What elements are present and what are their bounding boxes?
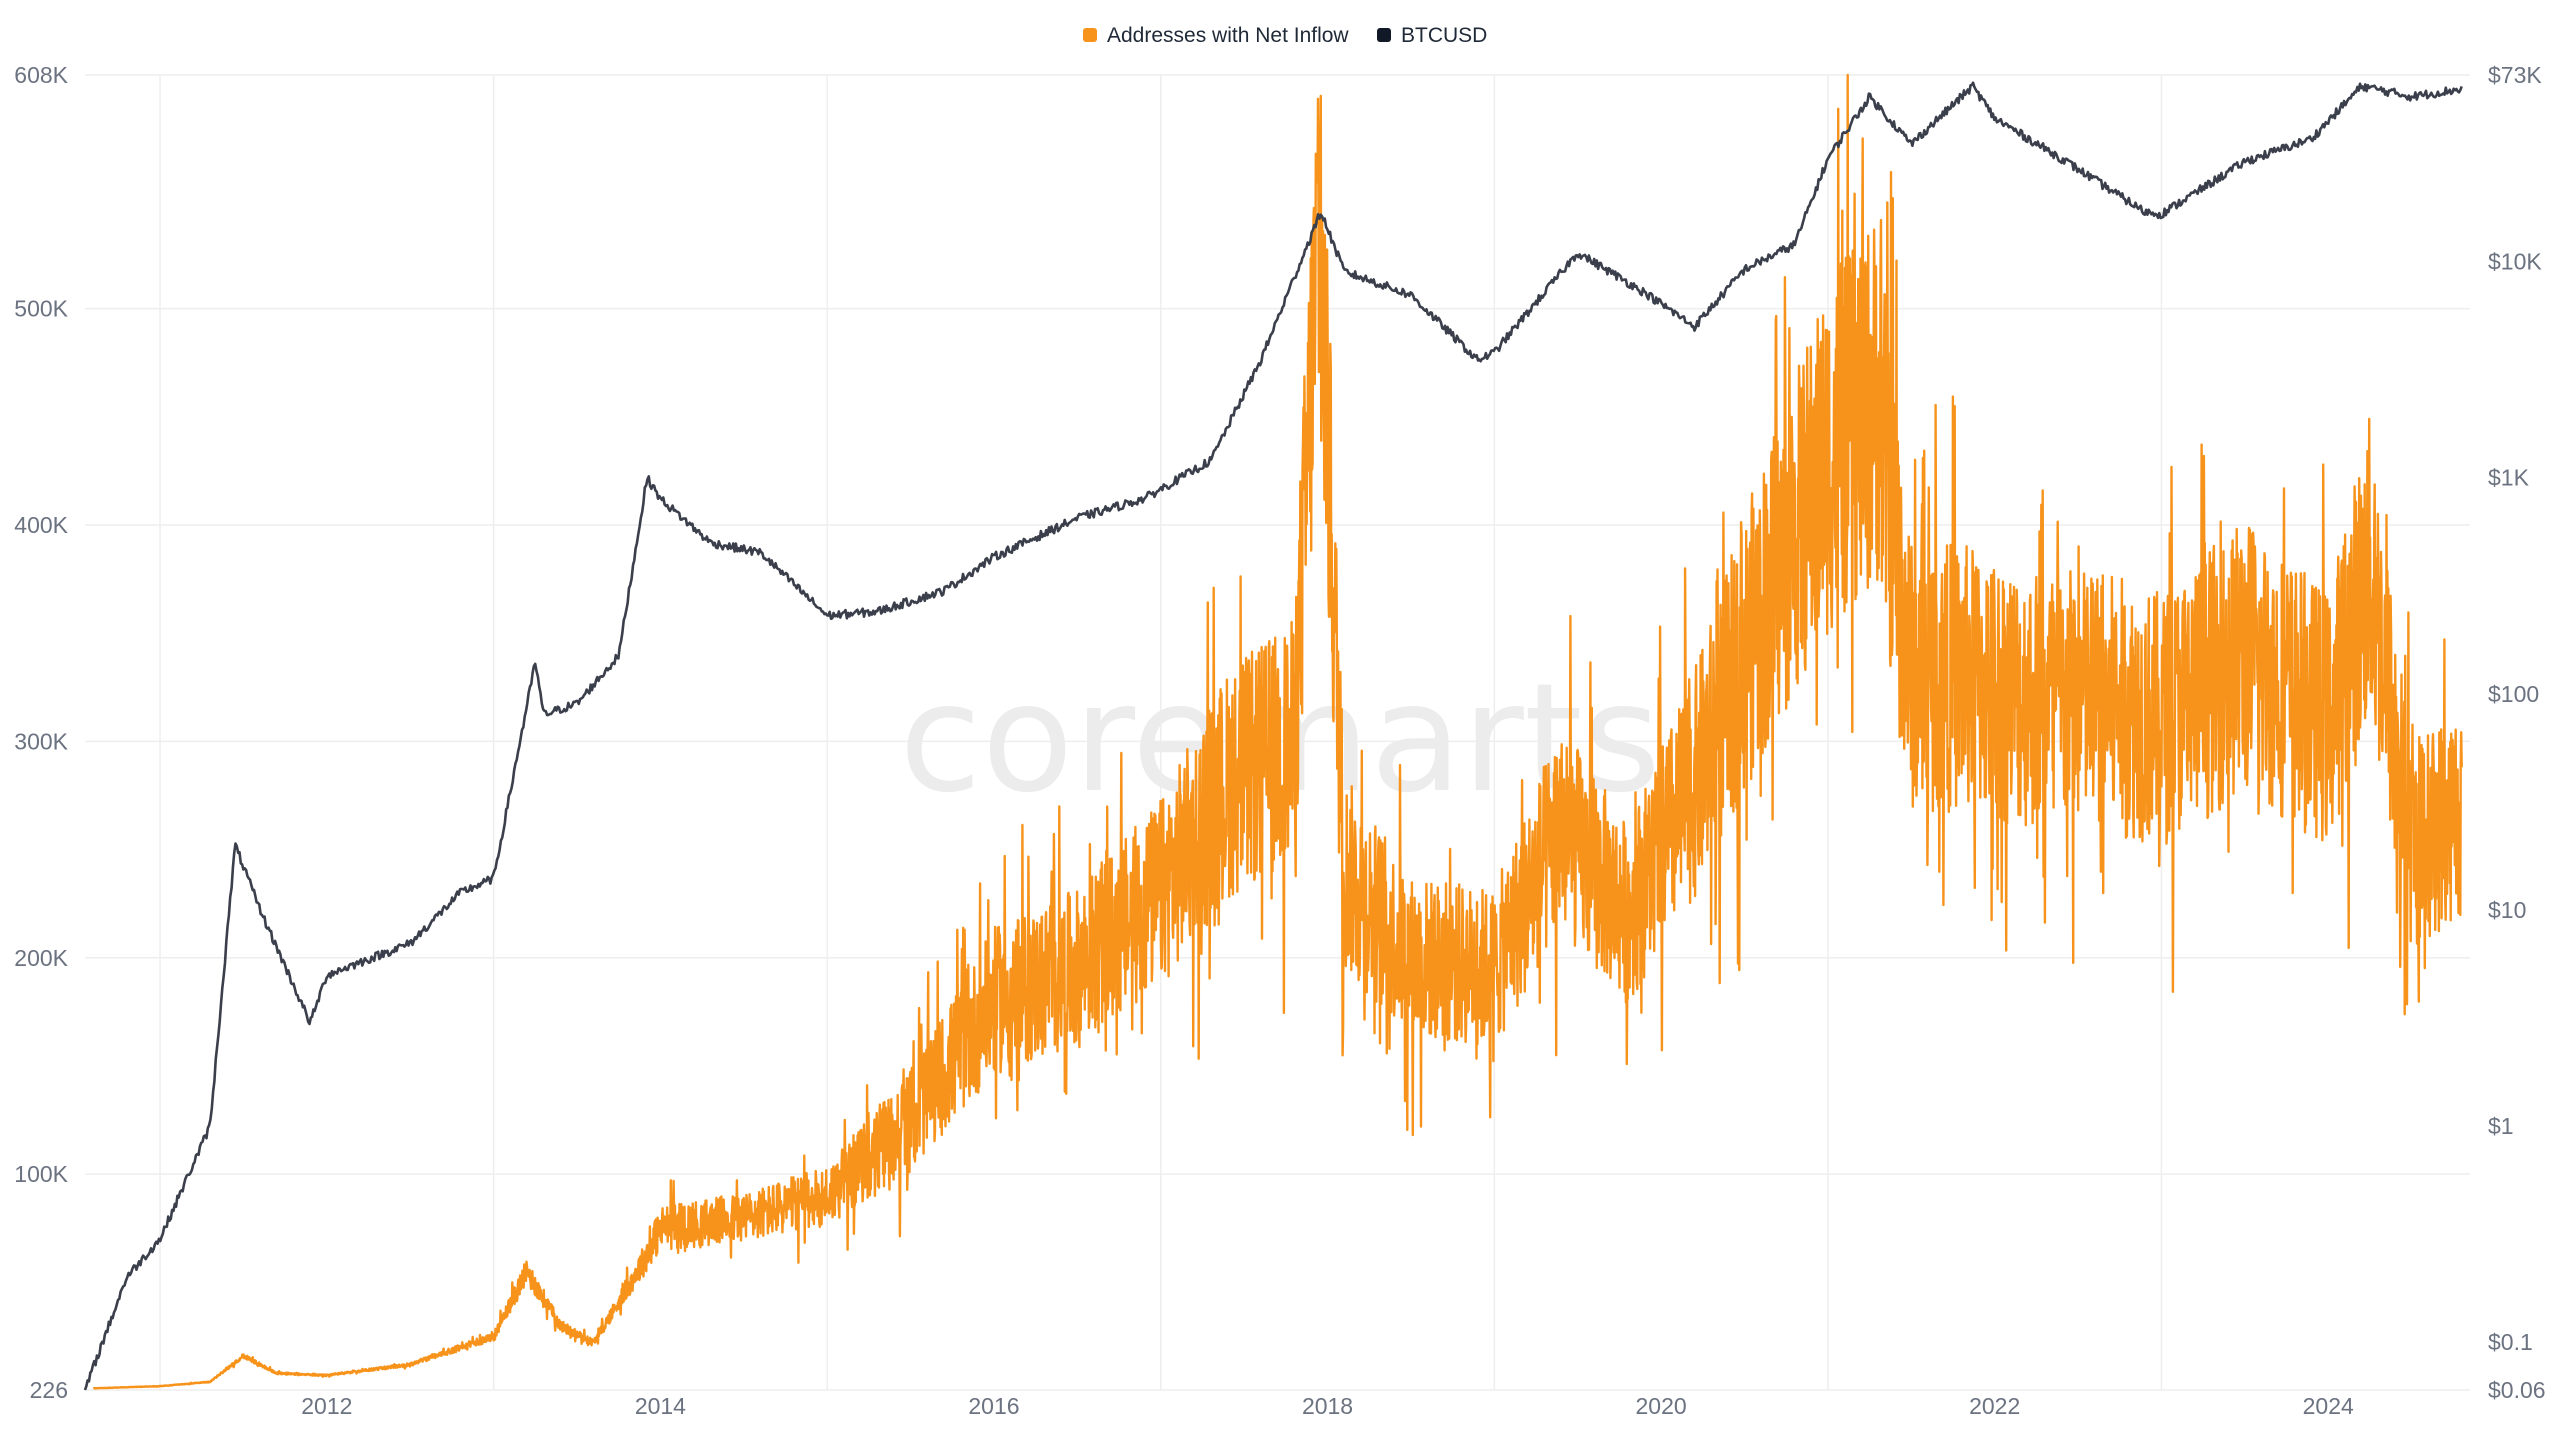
y-right-tick-label: $10 [2488,897,2526,923]
series-btcusd-line [83,81,2463,1391]
y-left-tick-label: 300K [14,728,68,754]
y-right-tick-label: $1 [2488,1113,2514,1139]
y-right-tick-label: $100 [2488,681,2539,707]
y-right-tick-label: $0.06 [2488,1377,2546,1403]
y-left-tick-label: 500K [14,296,68,322]
legend-swatch[interactable] [1083,28,1097,42]
axis-ticks: 226 100K 200K 300K 400K 500K 608K $0.06 $0.1 $1 $1… [14,62,2545,1419]
y-right-tick-label: $0.1 [2488,1329,2533,1355]
x-tick-label: 2018 [1302,1393,1353,1419]
y-left-tick-label: 608K [14,62,68,88]
y-right-tick-label: $73K [2488,62,2542,88]
legend: Addresses with Net Inflow BTCUSD [1083,24,1487,47]
y-right-tick-label: $10K [2488,249,2542,275]
legend-label[interactable]: BTCUSD [1401,24,1487,47]
series-layer [83,73,2463,1391]
x-tick-label: 2012 [301,1393,352,1419]
legend-label[interactable]: Addresses with Net Inflow [1107,24,1349,47]
x-tick-label: 2014 [635,1393,686,1419]
y-right-tick-label: $1K [2488,465,2530,491]
x-tick-label: 2024 [2303,1393,2354,1419]
series-inflow-line [92,73,2463,1390]
x-tick-label: 2020 [1636,1393,1687,1419]
y-left-tick-label: 400K [14,512,68,538]
x-tick-label: 2016 [968,1393,1019,1419]
y-left-tick-label: 200K [14,945,68,971]
y-left-tick-label: 226 [30,1377,68,1403]
y-left-tick-label: 100K [14,1161,68,1187]
x-tick-label: 2022 [1969,1393,2020,1419]
legend-swatch[interactable] [1377,28,1391,42]
